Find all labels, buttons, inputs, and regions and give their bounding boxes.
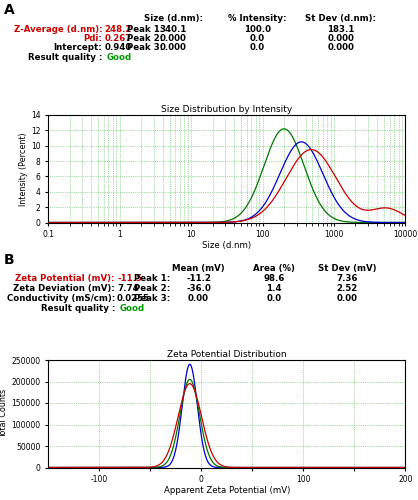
Text: St Dev (mV): St Dev (mV) [318, 264, 376, 272]
Text: Mean (mV): Mean (mV) [172, 264, 225, 272]
Text: Z-Average (d.nm):: Z-Average (d.nm): [14, 25, 102, 34]
Text: 0.000: 0.000 [327, 34, 354, 43]
Title: Zeta Potential Distribution: Zeta Potential Distribution [167, 350, 287, 359]
Text: Peak 1:: Peak 1: [134, 274, 170, 283]
Text: 0.000: 0.000 [327, 43, 354, 52]
Text: Peak 2:: Peak 2: [134, 284, 170, 293]
Text: Good: Good [107, 52, 132, 62]
Text: Peak 2:: Peak 2: [127, 34, 164, 43]
Text: B: B [4, 252, 15, 266]
Text: Conductivity (mS/cm):: Conductivity (mS/cm): [7, 294, 115, 303]
Text: -36.0: -36.0 [186, 284, 211, 293]
Text: 2.52: 2.52 [336, 284, 357, 293]
Text: Good: Good [119, 304, 144, 313]
Text: 0.00: 0.00 [336, 294, 357, 303]
Text: St Dev (d.nm):: St Dev (d.nm): [305, 14, 376, 23]
Text: 7.36: 7.36 [336, 274, 358, 283]
Text: Zeta Potential (mV):: Zeta Potential (mV): [15, 274, 115, 283]
Text: 1.4: 1.4 [266, 284, 282, 293]
Y-axis label: Intensity (Percent): Intensity (Percent) [19, 132, 28, 206]
Text: 98.6: 98.6 [263, 274, 285, 283]
Text: 0.00: 0.00 [188, 294, 209, 303]
Text: Area (%): Area (%) [253, 264, 295, 272]
Title: Size Distribution by Intensity: Size Distribution by Intensity [161, 105, 292, 114]
Text: 0.267: 0.267 [104, 34, 132, 43]
Text: Peak 3:: Peak 3: [134, 294, 170, 303]
Text: Intercept:: Intercept: [54, 43, 102, 52]
Text: -11.5: -11.5 [117, 274, 142, 283]
Text: 340.1: 340.1 [160, 25, 187, 34]
Text: Result quality :: Result quality : [28, 52, 102, 62]
X-axis label: Apparent Zeta Potential (mV): Apparent Zeta Potential (mV) [163, 486, 290, 494]
Text: 0.0: 0.0 [266, 294, 281, 303]
Text: -11.2: -11.2 [186, 274, 211, 283]
Text: 0.000: 0.000 [160, 34, 187, 43]
Y-axis label: Total Counts: Total Counts [0, 389, 8, 438]
Text: 0.0: 0.0 [250, 34, 265, 43]
Text: A: A [4, 2, 15, 16]
X-axis label: Size (d.nm): Size (d.nm) [202, 240, 251, 250]
Text: Zeta Deviation (mV):: Zeta Deviation (mV): [13, 284, 115, 293]
Text: 0.000: 0.000 [160, 43, 187, 52]
Text: Peak 3:: Peak 3: [127, 43, 164, 52]
Text: Result quality :: Result quality : [41, 304, 115, 313]
Text: 0.940: 0.940 [104, 43, 132, 52]
Text: 0.0255: 0.0255 [117, 294, 150, 303]
Text: Size (d.nm):: Size (d.nm): [144, 14, 203, 23]
Text: 0.0: 0.0 [250, 43, 265, 52]
Text: 183.1: 183.1 [327, 25, 354, 34]
Text: 100.0: 100.0 [244, 25, 270, 34]
Text: 248.2: 248.2 [104, 25, 132, 34]
Text: Peak 1:: Peak 1: [127, 25, 164, 34]
Text: Pdi:: Pdi: [84, 34, 102, 43]
Text: % Intensity:: % Intensity: [228, 14, 286, 23]
Text: 7.74: 7.74 [117, 284, 139, 293]
